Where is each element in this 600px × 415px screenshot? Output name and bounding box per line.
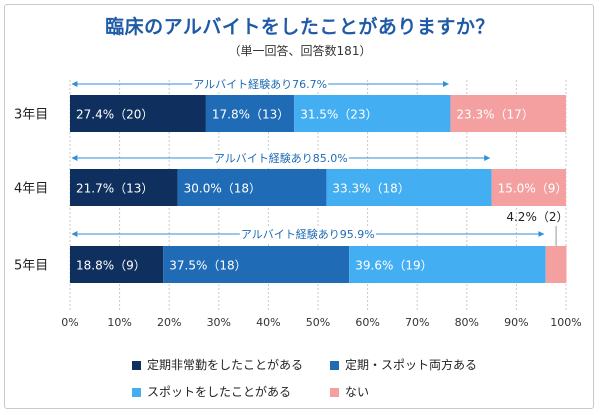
bar-segment xyxy=(163,246,350,283)
category-label: 5年目 xyxy=(14,259,48,274)
annotation-bg xyxy=(239,226,376,242)
bar-label: 31.5%（23） xyxy=(300,108,377,122)
chart-frame xyxy=(4,4,594,409)
bar-segment xyxy=(70,169,178,206)
x-tick-label: 50% xyxy=(306,316,330,329)
bar-label: 4.2%（2） xyxy=(506,210,568,224)
x-tick-label: 100% xyxy=(550,316,581,329)
x-tick-label: 90% xyxy=(504,316,528,329)
legend-item-3: ない xyxy=(330,383,369,400)
x-tick-label: 20% xyxy=(157,316,181,329)
x-tick-label: 60% xyxy=(355,316,379,329)
legend-label-1: 定期・スポット両方ある xyxy=(345,358,478,372)
legend-item-2: スポットをしたことがある xyxy=(132,383,291,400)
annotation-bg xyxy=(192,76,329,92)
legend-label-0: 定期非常勤をしたことがある xyxy=(147,358,304,372)
legend-item-0: 定期非常勤をしたことがある xyxy=(132,356,303,373)
bar-label: 30.0%（18） xyxy=(184,182,261,196)
bar-label: 39.6%（19） xyxy=(355,259,432,273)
legend-swatch-0 xyxy=(132,361,141,370)
legend-label-3: ない xyxy=(345,385,370,399)
x-tick-label: 0% xyxy=(61,316,78,329)
x-tick-label: 70% xyxy=(405,316,429,329)
bar-segment xyxy=(326,169,492,206)
legend-swatch-1 xyxy=(330,361,339,370)
category-label: 3年目 xyxy=(14,108,48,123)
bar-label: 37.5%（18） xyxy=(169,259,246,273)
annotation-bg xyxy=(212,150,349,166)
bar-segment xyxy=(70,246,164,283)
bar-label: 33.3%（18） xyxy=(332,182,409,196)
x-tick-label: 30% xyxy=(207,316,231,329)
legend-item-1: 定期・スポット両方ある xyxy=(330,356,477,373)
bar-segment xyxy=(294,95,451,132)
bar-label: 21.7%（13） xyxy=(76,182,153,196)
legend-label-2: スポットをしたことがある xyxy=(147,385,292,399)
annotation-label: アルバイト経験あり85.0% xyxy=(214,151,348,165)
x-tick-label: 10% xyxy=(107,316,131,329)
legend-swatch-2 xyxy=(132,388,141,397)
bar-label: 17.8%（13） xyxy=(212,108,289,122)
bar-segment xyxy=(205,95,295,132)
chart-title: 臨床のアルバイトをしたことがありますか？ xyxy=(105,16,495,38)
bar-label: 23.3%（17） xyxy=(456,108,533,122)
x-tick-label: 80% xyxy=(455,316,479,329)
bar-segment xyxy=(545,246,567,283)
bar-segment xyxy=(70,95,206,132)
chart-subtitle: （単一回答、回答数181） xyxy=(228,44,372,58)
x-tick-label: 40% xyxy=(256,316,280,329)
bar-segment xyxy=(491,169,566,206)
bar-label: 15.0%（9） xyxy=(498,182,568,196)
bar-label: 27.4%（20） xyxy=(76,108,153,122)
bar-segment xyxy=(450,95,566,132)
legend-swatch-3 xyxy=(330,388,339,397)
category-label: 4年目 xyxy=(14,182,48,197)
annotation-label: アルバイト経験あり95.9% xyxy=(241,227,375,241)
bar-label: 18.8%（9） xyxy=(76,259,146,273)
bar-segment xyxy=(349,246,546,283)
bar-segment xyxy=(177,169,327,206)
annotation-label: アルバイト経験あり76.7% xyxy=(193,77,327,91)
